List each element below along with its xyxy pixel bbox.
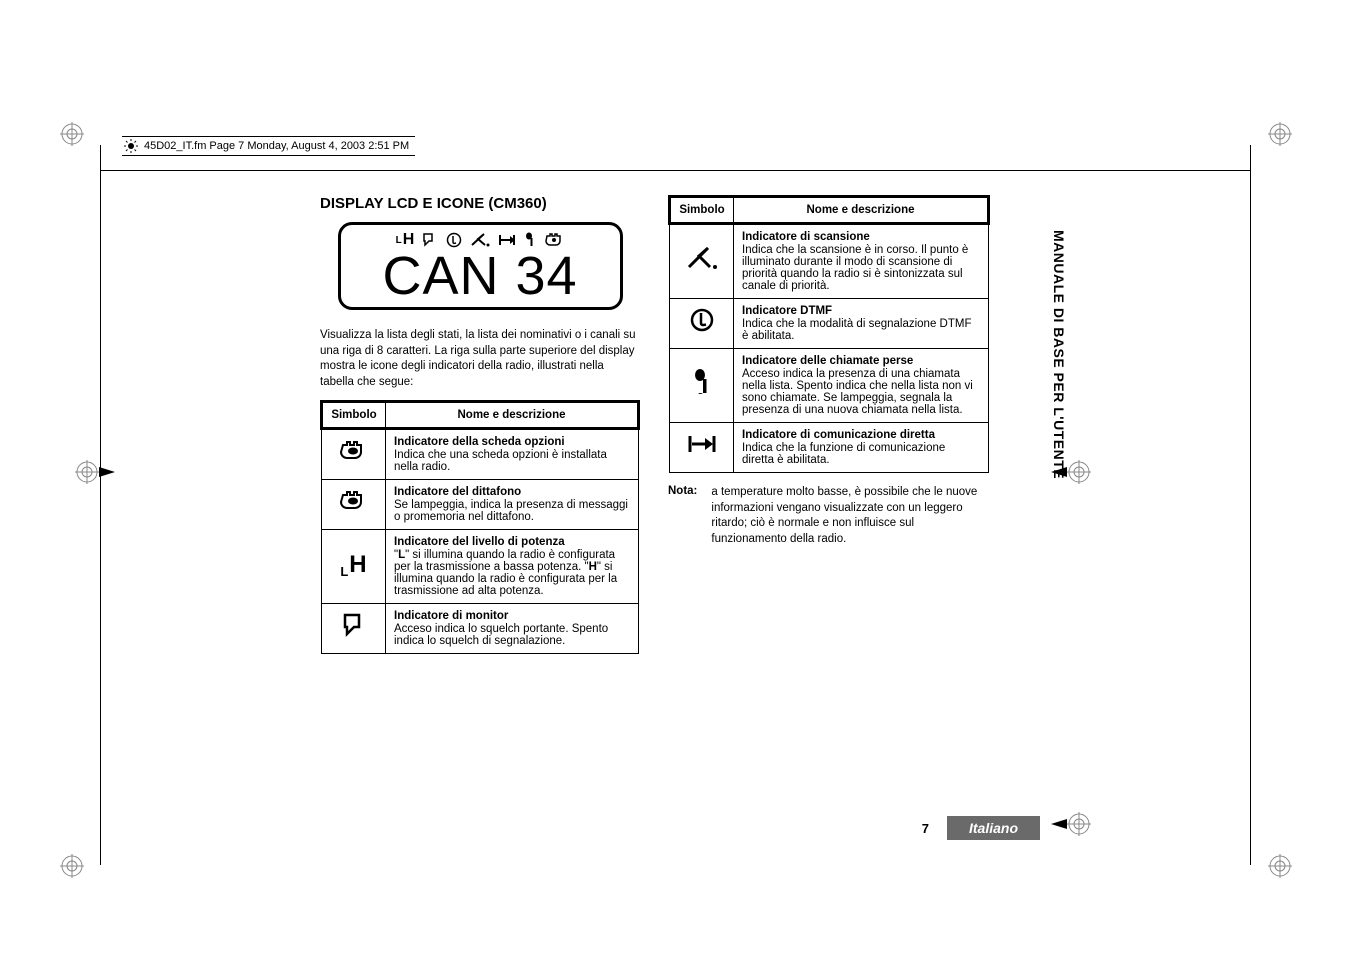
side-tab-text: MANUALE DI BASE PER L'UTENTE: [1051, 230, 1067, 479]
row-title: Indicatore di comunicazione diretta: [742, 429, 980, 441]
table-header-desc: Nome e descrizione: [386, 402, 639, 429]
scan-icon: [670, 224, 734, 299]
power-level-icon: LH: [322, 530, 386, 604]
crop-line: [100, 170, 1250, 171]
row-body: Indica che una scheda opzioni è installa…: [394, 449, 607, 473]
registration-mark-icon: [60, 854, 84, 878]
table-header-symbol: Simbolo: [322, 402, 386, 429]
note-body: a temperature molto basse, è possibile c…: [711, 485, 990, 547]
row-title: Indicatore delle chiamate perse: [742, 355, 980, 367]
row-title: Indicatore DTMF: [742, 305, 980, 317]
table-row: Indicatore del dittafono Se lampeggia, i…: [322, 480, 639, 530]
row-title: Indicatore del livello di potenza: [394, 536, 630, 548]
dictaphone-icon: [322, 480, 386, 530]
crop-line: [1250, 145, 1251, 865]
table-row: Indicatore di scansione Indica che la sc…: [670, 224, 989, 299]
language-badge: Italiano: [947, 816, 1040, 840]
row-body: Indica che la funzione di comunicazione …: [742, 442, 945, 466]
lcd-main-text: CAN 34: [351, 249, 610, 303]
arrow-target-icon: [1051, 812, 1091, 841]
table-row: Indicatore delle chiamate perse Acceso i…: [670, 349, 989, 423]
page-content: DISPLAY LCD E ICONE (CM360) LH CAN 34 Vi…: [320, 195, 1040, 654]
table-row: Indicatore di comunicazione diretta Indi…: [670, 423, 989, 473]
monitor-icon: [322, 604, 386, 654]
file-header-bar: 45D02_IT.fm Page 7 Monday, August 4, 200…: [122, 136, 415, 156]
note-label: Nota:: [668, 485, 697, 547]
row-body: Se lampeggia, indica la presenza di mess…: [394, 499, 628, 523]
symbol-table-right: Simbolo Nome e descrizione Indicatore di…: [668, 195, 990, 473]
table-row: Indicatore della scheda opzioni Indica c…: [322, 429, 639, 480]
row-body: Indica che la modalità di segnalazione D…: [742, 318, 971, 342]
row-title: Indicatore della scheda opzioni: [394, 436, 630, 448]
page-footer: 7 Italiano: [320, 816, 1040, 840]
row-title: Indicatore di monitor: [394, 610, 630, 622]
table-header-desc: Nome e descrizione: [734, 197, 989, 224]
row-body: Acceso indica lo squelch portante. Spent…: [394, 623, 608, 647]
registration-mark-icon: [1268, 122, 1292, 146]
registration-mark-icon: [60, 122, 84, 146]
table-row: Indicatore DTMF Indica che la modalità d…: [670, 299, 989, 349]
row-body: "L" si illumina quando la radio è config…: [394, 549, 617, 597]
section-title: DISPLAY LCD E ICONE (CM360): [320, 195, 640, 212]
symbol-table-left: Simbolo Nome e descrizione Indicatore de…: [320, 400, 640, 654]
table-row: LH Indicatore del livello di potenza "L"…: [322, 530, 639, 604]
missed-call-icon: [670, 349, 734, 423]
registration-mark-icon: [1268, 854, 1292, 878]
table-row: Indicatore di monitor Acceso indica lo s…: [322, 604, 639, 654]
option-board-icon: [322, 429, 386, 480]
intro-paragraph: Visualizza la lista degli stati, la list…: [320, 328, 640, 390]
row-body: Acceso indica la presenza di una chiamat…: [742, 368, 973, 416]
arrow-target-icon: [75, 460, 115, 489]
crop-line: [100, 145, 101, 865]
direct-comm-icon: [670, 423, 734, 473]
row-title: Indicatore di scansione: [742, 231, 980, 243]
note-block: Nota: a temperature molto basse, è possi…: [668, 485, 990, 547]
lcd-display: LH CAN 34: [338, 222, 623, 310]
file-header-text: 45D02_IT.fm Page 7 Monday, August 4, 200…: [144, 140, 409, 152]
table-header-symbol: Simbolo: [670, 197, 734, 224]
row-title: Indicatore del dittafono: [394, 486, 630, 498]
sun-icon: [124, 139, 138, 153]
dtmf-icon: [670, 299, 734, 349]
row-body: Indica che la scansione è in corso. Il p…: [742, 244, 968, 292]
side-tab: MANUALE DI BASE PER L'UTENTE: [1051, 230, 1075, 540]
page-number: 7: [922, 821, 929, 836]
